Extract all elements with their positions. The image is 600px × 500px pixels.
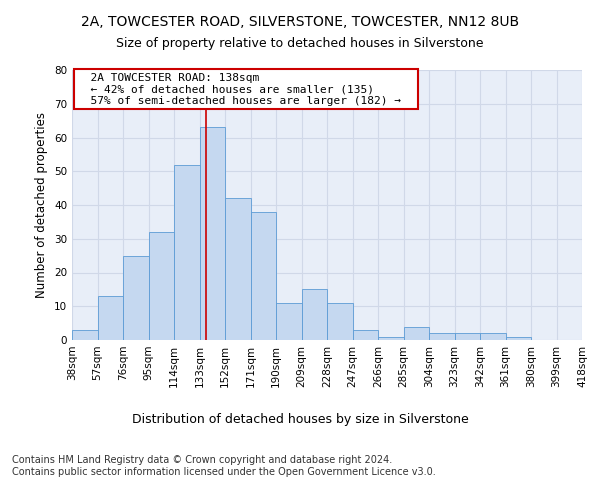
Bar	[480, 334, 505, 340]
Y-axis label: Number of detached properties: Number of detached properties	[35, 112, 49, 298]
Bar	[97, 296, 123, 340]
Text: 2A, TOWCESTER ROAD, SILVERSTONE, TOWCESTER, NN12 8UB: 2A, TOWCESTER ROAD, SILVERSTONE, TOWCEST…	[81, 15, 519, 29]
Bar	[327, 303, 353, 340]
Bar	[149, 232, 174, 340]
Text: Distribution of detached houses by size in Silverstone: Distribution of detached houses by size …	[131, 412, 469, 426]
Bar	[72, 330, 97, 340]
Bar	[302, 290, 327, 340]
Text: Contains HM Land Registry data © Crown copyright and database right 2024.
Contai: Contains HM Land Registry data © Crown c…	[12, 455, 436, 476]
Text: 2A TOWCESTER ROAD: 138sqm  
  ← 42% of detached houses are smaller (135)  
  57%: 2A TOWCESTER ROAD: 138sqm ← 42% of detac…	[77, 72, 415, 106]
Bar	[505, 336, 531, 340]
Bar	[123, 256, 149, 340]
Bar	[353, 330, 378, 340]
Bar	[404, 326, 429, 340]
Bar	[378, 336, 404, 340]
Bar	[251, 212, 276, 340]
Bar	[199, 128, 225, 340]
Bar	[276, 303, 302, 340]
Text: Size of property relative to detached houses in Silverstone: Size of property relative to detached ho…	[116, 38, 484, 51]
Bar	[174, 164, 199, 340]
Bar	[455, 334, 480, 340]
Bar	[429, 334, 455, 340]
Bar	[225, 198, 251, 340]
